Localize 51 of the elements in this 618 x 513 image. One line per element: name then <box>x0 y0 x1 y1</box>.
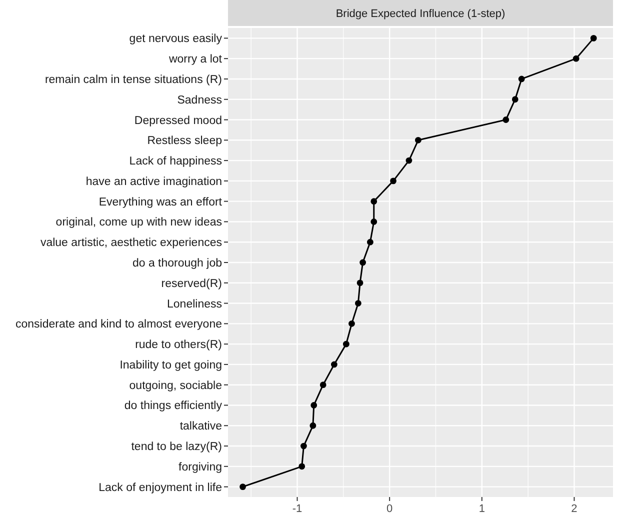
y-tick-label: original, come up with new ideas <box>56 216 222 229</box>
chart-title: Bridge Expected Influence (1-step) <box>336 8 506 20</box>
point <box>360 259 366 266</box>
point <box>320 382 326 388</box>
point <box>370 198 378 205</box>
point <box>572 55 580 62</box>
point <box>502 116 510 123</box>
point <box>342 340 350 348</box>
y-tick-label: value artistic, aesthetic experiences <box>40 237 222 250</box>
y-tick-label: do a thorough job <box>132 258 222 270</box>
point <box>390 178 396 184</box>
point <box>348 320 355 327</box>
y-tick-label: forgiving <box>178 461 222 474</box>
y-tick-label: do things efficiently <box>124 400 222 412</box>
point <box>406 157 412 164</box>
point <box>518 76 525 82</box>
y-tick-label: Everything was an effort <box>98 196 223 208</box>
y-tick-label: have an active imagination <box>86 176 222 188</box>
point <box>366 238 374 246</box>
point <box>354 300 362 306</box>
point <box>300 442 307 450</box>
point <box>512 96 518 103</box>
y-tick-label: Sadness <box>177 94 222 106</box>
point <box>414 136 422 144</box>
y-tick-label: remain calm in tense situations (R) <box>44 74 222 86</box>
y-tick-label: reserved(R) <box>161 278 222 290</box>
y-tick-label: Inability to get going <box>120 359 222 372</box>
point <box>310 402 318 408</box>
y-tick-label: Loneliness <box>167 298 222 310</box>
point <box>240 484 246 490</box>
point <box>330 361 338 368</box>
y-tick-label: tend to be lazy(R) <box>131 441 222 454</box>
x-tick-label: 2 <box>571 503 578 513</box>
x-tick-label: 0 <box>386 503 393 513</box>
y-tick-label: get nervous easily <box>129 33 222 46</box>
point <box>356 280 364 286</box>
x-tick-label: 1 <box>478 503 485 513</box>
y-tick-label: outgoing, sociable <box>129 380 222 392</box>
point <box>298 463 306 470</box>
point <box>590 34 597 42</box>
point <box>310 422 316 429</box>
y-tick-label: worry a lot <box>168 54 223 66</box>
y-tick-label: considerate and kind to almost everyone <box>16 318 222 331</box>
y-tick-label: Depressed mood <box>134 114 222 127</box>
y-tick-label: talkative <box>180 420 222 433</box>
point <box>370 218 378 225</box>
y-tick-label: Restless sleep <box>147 135 222 148</box>
y-tick-label: rude to others(R) <box>135 339 222 352</box>
y-tick-label: Lack of enjoyment in life <box>98 482 222 494</box>
x-tick-label: -1 <box>292 503 302 513</box>
y-tick-label: Lack of happiness <box>129 156 222 168</box>
